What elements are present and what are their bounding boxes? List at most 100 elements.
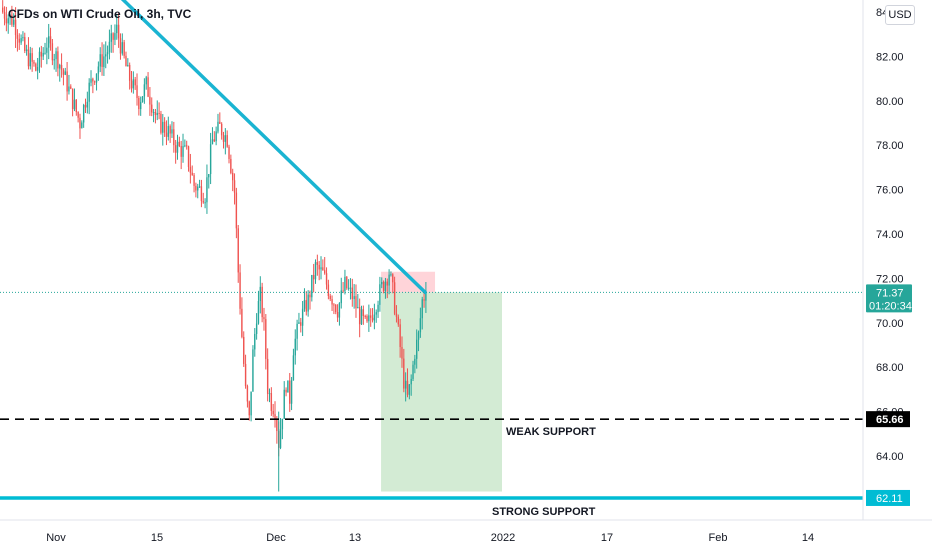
time-tick-label: 15 (151, 532, 163, 544)
time-axis[interactable]: Nov 15 Dec 13 2022 17 Feb 14 (46, 532, 814, 544)
candle-body (7, 18, 9, 24)
candle-body (204, 202, 206, 204)
candle-body (276, 419, 278, 432)
candle-body (298, 322, 300, 324)
candle-body (90, 78, 92, 83)
candle-body (149, 96, 151, 105)
strong-support-annotation[interactable]: STRONG SUPPORT (492, 506, 596, 518)
candle-body (316, 262, 319, 265)
candle-body (77, 112, 79, 118)
candle-body (230, 158, 232, 173)
candle-body (250, 391, 252, 416)
price-tick-label: 80.00 (876, 96, 904, 108)
time-tick-label: 2022 (491, 532, 515, 544)
candle-body (417, 332, 420, 340)
candle-body (272, 410, 274, 415)
candle-body (84, 104, 87, 108)
candle-body (14, 19, 17, 36)
candle-body (13, 19, 15, 25)
time-tick-label: Feb (709, 532, 728, 544)
annotations: WEAK SUPPORT STRONG SUPPORT (492, 426, 596, 518)
candle-body (244, 363, 247, 387)
candle-body (165, 132, 168, 137)
candle-body (386, 281, 388, 286)
candle-body (287, 380, 289, 393)
candle-body (309, 294, 311, 298)
candle-body (42, 52, 44, 57)
candle-body (147, 77, 149, 97)
candle-body (318, 264, 320, 270)
weak-support-badge (866, 411, 910, 428)
candle-body (408, 384, 411, 395)
weak-support-annotation[interactable]: WEAK SUPPORT (506, 426, 596, 438)
candle-body (381, 282, 383, 285)
candle-body (5, 18, 8, 24)
time-tick-label: 14 (802, 532, 814, 544)
candle-body (289, 380, 291, 404)
candle-body (222, 135, 225, 142)
candle-body (24, 37, 26, 52)
candle-body (197, 186, 199, 191)
candle-body (379, 284, 381, 305)
candle-body (206, 177, 208, 203)
candle-body (103, 56, 105, 67)
candle-body (62, 69, 65, 75)
candle-body (55, 51, 57, 60)
candle-body (255, 323, 258, 334)
candle-body (2, 7, 4, 13)
candle-body (180, 145, 182, 157)
candle-body (336, 312, 339, 318)
candle-body (94, 81, 96, 83)
currency-button[interactable]: USD (885, 5, 915, 25)
candle-body (274, 414, 276, 420)
candle-body (33, 61, 35, 64)
candle-body (390, 274, 392, 276)
candle-body (125, 55, 127, 67)
candle-body (254, 333, 256, 350)
candle-body (224, 135, 227, 142)
candle-body (377, 304, 379, 313)
candle-body (406, 380, 409, 395)
candle-body (215, 131, 217, 142)
candle-body (228, 146, 230, 159)
price-tick-label: 78.00 (876, 140, 904, 152)
candle-body (246, 386, 249, 402)
candle-body (169, 126, 171, 134)
candle-body (86, 101, 89, 108)
candle-body (370, 315, 372, 318)
candle-body (300, 322, 302, 326)
candle-body (353, 296, 355, 300)
candle-body (344, 276, 346, 292)
candle-body (360, 309, 363, 325)
candle-body (366, 316, 368, 322)
candle-body (29, 53, 31, 67)
candle-body (375, 312, 377, 315)
candle-body (195, 185, 197, 191)
candle-body (373, 314, 376, 321)
candle-body (36, 67, 39, 71)
candle-body (70, 86, 72, 89)
candle-body (202, 201, 204, 203)
candle-body (237, 228, 239, 273)
candle-body (364, 315, 366, 317)
price-tick-label: 68.00 (876, 362, 904, 374)
candle-body (189, 166, 192, 173)
downtrend-line[interactable] (120, 0, 427, 295)
candle-body (95, 73, 98, 83)
candle-body (395, 313, 398, 317)
candle-body (281, 418, 284, 430)
candle-body (292, 355, 295, 381)
take-profit-zone[interactable] (381, 292, 502, 492)
candle-body (68, 86, 70, 92)
candle-body (294, 338, 296, 356)
candle-body (48, 36, 50, 48)
candle-body (416, 339, 418, 359)
candle-body (92, 78, 94, 82)
candle-body (301, 308, 304, 326)
price-tick-label: 64.00 (876, 451, 904, 463)
candle-body (11, 14, 13, 25)
candle-body (44, 52, 46, 54)
candle-body (314, 262, 317, 280)
candle-body (219, 121, 221, 124)
